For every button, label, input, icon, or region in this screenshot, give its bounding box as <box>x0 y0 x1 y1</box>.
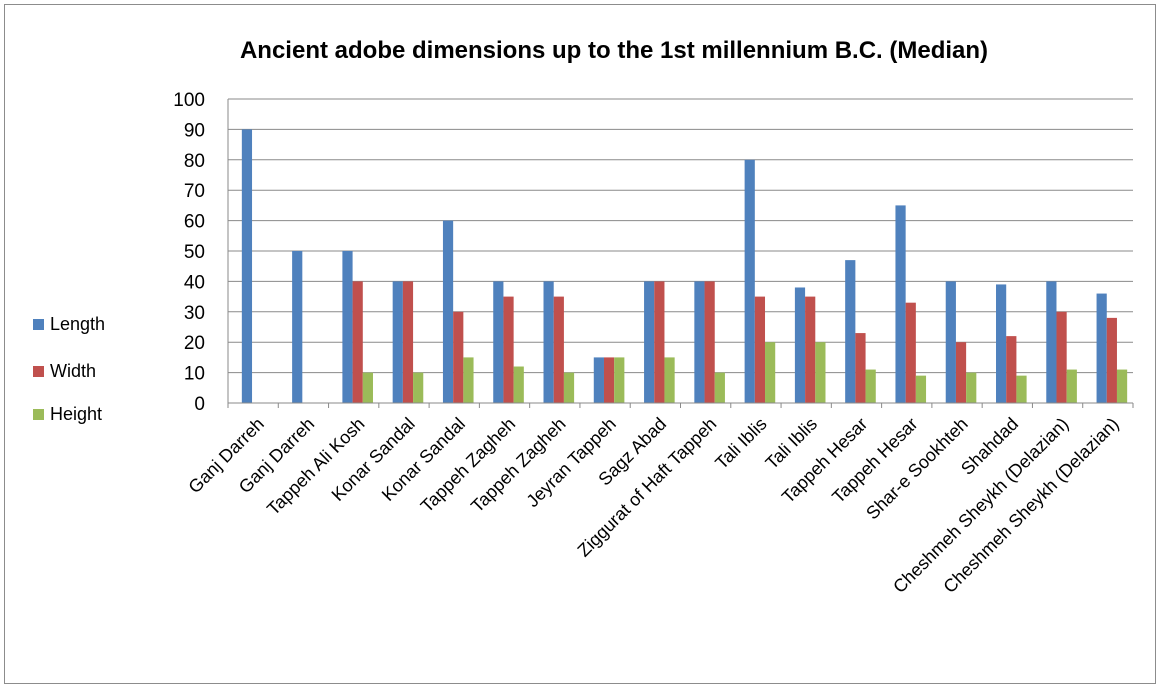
y-tick-label: 100 <box>173 90 205 111</box>
bar-width <box>503 296 514 403</box>
bar-length <box>1046 281 1057 403</box>
bar-height <box>915 375 927 403</box>
legend-swatch-width <box>33 366 44 377</box>
bar-width <box>855 333 866 403</box>
y-tick-label: 10 <box>184 364 205 385</box>
bar-height <box>614 357 625 403</box>
bar-length <box>241 129 253 403</box>
bar-length <box>392 281 403 403</box>
bar-length <box>895 205 906 403</box>
bar-width <box>955 342 967 403</box>
bar-length <box>442 220 454 403</box>
bar-width <box>704 281 715 403</box>
bar-height <box>714 372 725 403</box>
bar-length <box>1096 293 1107 403</box>
bar-length <box>945 281 956 403</box>
bar-height <box>1016 375 1027 403</box>
axes <box>227 99 1134 408</box>
bar-height <box>463 357 474 403</box>
bar-width <box>352 281 363 403</box>
legend-label-width: Width <box>50 361 96 381</box>
bar-width <box>805 296 816 403</box>
bar-height <box>413 372 424 403</box>
legend-swatch-height <box>33 409 44 420</box>
bar-length <box>694 281 705 403</box>
bar-length <box>845 260 856 403</box>
y-tick-label: 20 <box>184 333 205 354</box>
bar-length <box>593 357 604 403</box>
bar-height <box>966 372 977 403</box>
bars <box>241 129 1128 403</box>
bar-height <box>664 357 675 403</box>
bar-length <box>644 281 655 403</box>
bar-length <box>493 281 504 403</box>
legend-swatch-length <box>33 319 44 330</box>
legend: Length Width Height <box>33 314 105 424</box>
bar-width <box>1106 317 1117 403</box>
bar-length <box>996 284 1007 403</box>
bar-width <box>453 311 464 403</box>
legend-label-length: Length <box>50 314 105 334</box>
bar-height <box>362 372 373 403</box>
chart-title: Ancient adobe dimensions up to the 1st m… <box>240 37 988 64</box>
bar-length <box>744 159 755 403</box>
bar-length <box>794 287 806 403</box>
x-category-label: Tali Iblis <box>711 414 770 473</box>
bar-height <box>865 369 876 403</box>
bar-width <box>1006 336 1017 403</box>
bar-width <box>603 357 615 403</box>
y-tick-label: 90 <box>184 120 205 141</box>
y-tick-label: 70 <box>184 181 205 202</box>
y-tick-label: 80 <box>184 151 205 172</box>
bar-height <box>1116 369 1128 403</box>
bar-width <box>1056 311 1067 403</box>
legend-label-height: Height <box>50 404 102 424</box>
bar-length <box>543 281 554 403</box>
y-tick-label: 50 <box>184 242 205 263</box>
bar-length <box>292 251 303 403</box>
bar-height <box>815 342 826 403</box>
bar-width <box>402 281 414 403</box>
y-tick-label: 30 <box>184 303 205 324</box>
y-axis-ticks: 0 10 20 30 40 50 60 70 80 90 100 <box>173 90 205 415</box>
bar-width <box>754 296 766 403</box>
bar-height <box>563 372 575 403</box>
y-tick-label: 60 <box>184 212 205 233</box>
bar-width <box>553 296 564 403</box>
bar-height <box>765 342 776 403</box>
y-tick-label: 0 <box>194 394 205 415</box>
x-category-label: Jeyran Tappeh <box>522 414 619 511</box>
bar-width <box>905 302 916 403</box>
bar-length <box>342 251 353 403</box>
bar-height <box>1066 369 1077 403</box>
bar-width <box>654 281 665 403</box>
bar-height <box>513 366 524 403</box>
y-tick-label: 40 <box>184 272 205 293</box>
